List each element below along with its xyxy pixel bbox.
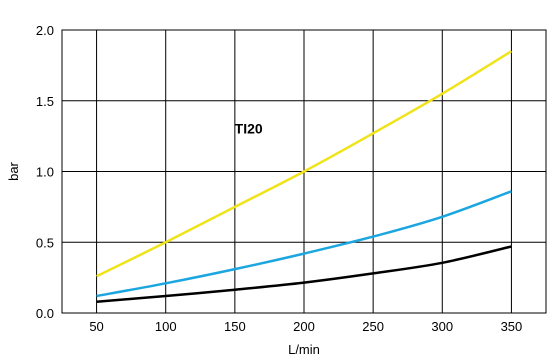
y-tick-label: 0.0: [36, 306, 54, 321]
x-tick-label: 300: [431, 319, 453, 334]
x-tick-label: 100: [155, 319, 177, 334]
x-axis-label: L/min: [288, 342, 320, 357]
y-axis-label: bar: [6, 161, 21, 180]
series-line-3: [96, 245, 512, 303]
y-tick-labels: 0.0 0.5 1.0 1.5 2.0: [36, 23, 54, 321]
x-tick-label: 350: [501, 319, 523, 334]
series-line-1: [96, 50, 513, 278]
x-tick-label: 200: [293, 319, 315, 334]
x-tick-label: 50: [89, 319, 103, 334]
x-tick-label: 150: [224, 319, 246, 334]
y-tick-label: 1.5: [36, 94, 54, 109]
y-tick-label: 1.0: [36, 165, 54, 180]
x-tick-label: 250: [362, 319, 384, 334]
x-tick-labels: 50 100 150 200 250 300 350: [89, 319, 522, 334]
series-line-2: [96, 190, 512, 298]
plot-frame: [61, 29, 547, 314]
annotations: TI20: [235, 120, 263, 136]
y-tick-label: 2.0: [36, 23, 54, 38]
annotation-label: TI20: [235, 120, 263, 136]
y-tick-label: 0.5: [36, 235, 54, 250]
series-lines: [96, 50, 513, 303]
